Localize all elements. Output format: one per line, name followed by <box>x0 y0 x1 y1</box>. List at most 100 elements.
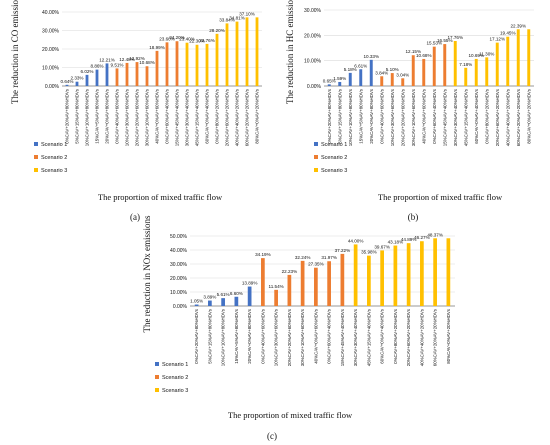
bar <box>443 44 447 86</box>
data-label: 0.65% <box>323 78 336 83</box>
data-label: 7.18% <box>459 62 472 67</box>
data-label: 35.98% <box>361 250 377 255</box>
bar <box>225 23 229 86</box>
x-tick-label: 0%CAV+80%AV+20%HDVs <box>393 308 398 364</box>
panel-b-label: (b) <box>408 212 419 222</box>
data-label: 0.64% <box>60 79 73 84</box>
y-tick-label: 10.00% <box>42 66 60 72</box>
panel-a-ylabel: The reduction in CO emissions <box>10 0 20 104</box>
bar <box>145 66 149 86</box>
legend-swatch <box>314 155 318 159</box>
x-tick-label: 20%CAV+60%AV+20%HDVs <box>406 308 411 366</box>
y-tick-label: 30.00% <box>42 29 60 35</box>
legend-swatch <box>314 142 318 146</box>
x-tick-label: 0%CAV+60%AV+40%HDVs <box>327 308 332 364</box>
data-label: 22.39% <box>510 23 526 28</box>
panel-b-xlabel: The proportion of mixed traffic flow <box>378 192 503 202</box>
bar <box>327 84 331 86</box>
bar <box>367 255 371 306</box>
bar <box>261 258 265 306</box>
data-label: 37.22% <box>335 248 351 253</box>
data-label: 44.89% <box>401 237 417 242</box>
y-tick-label: 50.00% <box>170 234 188 240</box>
y-tick-label: 30.00% <box>170 262 188 268</box>
data-label: 23.60% <box>159 36 175 41</box>
x-tick-label: 5%CAV+15%AV+80%HDVs <box>207 308 212 364</box>
x-tick-label: 0%CAV+60%AV+40%HDVs <box>165 88 170 144</box>
x-tick-label: 60%CAV+20%AV+20%HDVs <box>516 88 521 146</box>
x-tick-label: 80%CAV+0%AV+20%HDVs <box>446 308 451 364</box>
data-label: 3.84% <box>375 70 388 75</box>
x-tick-label: 40%CAV+0%AV+60%HDVs <box>313 308 318 364</box>
x-tick-label: 15%CAV+45%AV+40%HDVs <box>442 88 447 146</box>
data-label: 13.89% <box>242 281 258 286</box>
x-tick-label: 60%CAV+0%AV+40%HDVs <box>205 88 210 144</box>
x-tick-label: 10%CAV+10%AV+80%HDVs <box>221 308 226 366</box>
bar <box>274 289 278 306</box>
panel-a: The reduction in CO emissions The propor… <box>10 0 223 222</box>
bar <box>165 42 169 86</box>
x-tick-label: 10%CAV+30%AV+60%HDVs <box>390 88 395 146</box>
bar <box>208 300 212 306</box>
data-label: 2.33% <box>70 76 83 81</box>
data-label: 34.19% <box>255 252 271 257</box>
data-label: 12.15% <box>405 49 421 54</box>
data-label: 12.48% <box>119 57 135 62</box>
data-label: 34.81% <box>229 16 245 21</box>
data-label: 27.35% <box>308 262 324 267</box>
panel-b-ylabel: The reduction in HC emissions <box>285 0 295 104</box>
data-label: 11.54% <box>269 284 284 289</box>
legend-swatch <box>155 362 159 366</box>
data-label: 43.18% <box>388 240 404 245</box>
x-tick-label: 80%CAV+0%AV+20%HDVs <box>255 88 260 144</box>
bar <box>406 243 411 306</box>
x-tick-label: 45%CAV+15%AV+40%HDVs <box>463 88 468 146</box>
x-tick-label: 60%CAV+0%AV+40%HDVs <box>474 88 479 144</box>
x-tick-label: 20%CAV+20%AV+60%HDVs <box>287 308 292 366</box>
bar <box>185 42 189 86</box>
x-tick-label: 20%CAV+20%AV+60%HDVs <box>135 88 140 146</box>
bar <box>195 44 199 86</box>
bar <box>432 46 436 86</box>
bar <box>235 21 239 86</box>
x-tick-label: 5%CAV+15%AV+80%HDVs <box>75 88 80 144</box>
plots-layer: 0.00% 10.00% 20.00% 30.00% 40.00% 0.64% 0%CAV+… <box>34 8 534 394</box>
data-label: 32.24% <box>295 255 311 260</box>
x-tick-label: 30%CAV+10%AV+60%HDVs <box>411 88 416 146</box>
x-tick-label: 0%CAV+20%AV+80%HDVs <box>327 88 332 144</box>
data-label: 6.60% <box>230 291 243 296</box>
data-label: 10.68% <box>416 53 432 58</box>
bar <box>353 244 358 306</box>
x-tick-label: 30%CAV+30%AV+40%HDVs <box>453 88 458 146</box>
legend-label: Scenario 1 <box>41 142 67 148</box>
x-tick-label: 60%CAV+20%AV+20%HDVs <box>433 308 438 366</box>
bar <box>314 267 318 306</box>
bar <box>247 286 252 306</box>
data-label: 39.67% <box>374 244 390 249</box>
x-tick-label: 30%CAV+10%AV+60%HDVs <box>300 308 305 366</box>
y-tick-label: 40.00% <box>42 10 60 16</box>
bar <box>411 55 415 86</box>
y-tick-label: 30.00% <box>304 8 322 14</box>
legend-swatch <box>34 142 38 146</box>
bar <box>485 57 489 86</box>
x-tick-label: 20%CAV+60%AV+20%HDVs <box>225 88 230 146</box>
bar <box>516 29 520 86</box>
legend-swatch <box>34 155 38 159</box>
bar <box>348 72 352 86</box>
bar <box>135 62 139 86</box>
data-label: 48.37% <box>427 232 443 237</box>
bar <box>495 42 499 86</box>
x-tick-label: 30%CAV+10%AV+60%HDVs <box>145 88 150 146</box>
chart-a: 0.00% 10.00% 20.00% 30.00% 40.00% 0.64% 0%CAV+… <box>34 10 262 174</box>
data-label: 15.53% <box>426 41 442 46</box>
bar <box>300 260 305 306</box>
x-tick-label: 45%CAV+15%AV+40%HDVs <box>195 88 200 146</box>
bar <box>527 29 531 86</box>
data-label: 12.92% <box>129 56 145 61</box>
data-label: 9.51% <box>110 62 123 67</box>
data-label: 1.05% <box>190 299 203 304</box>
data-label: 5.10% <box>386 67 399 72</box>
bar <box>420 241 424 306</box>
data-label: 6.02% <box>80 69 93 74</box>
